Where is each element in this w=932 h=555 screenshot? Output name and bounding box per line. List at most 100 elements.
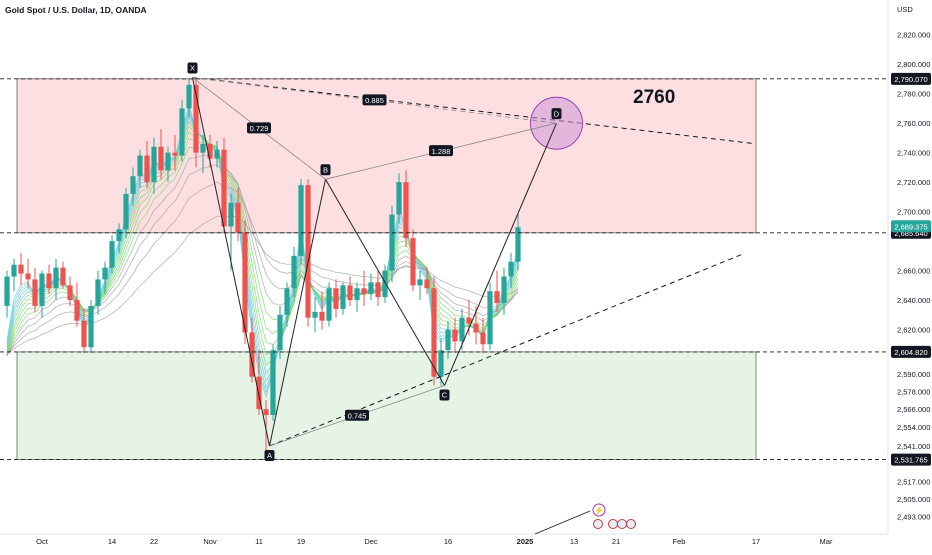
price-tick-label: 2,780.000	[897, 90, 930, 99]
price-level-tag-label: 2,531.765	[894, 456, 927, 465]
candle-body	[214, 149, 220, 159]
candle-body	[333, 288, 339, 309]
price-tick-label: 2,554.000	[897, 423, 930, 432]
time-axis[interactable]: Oct 14 22 Nov 11 19 Dec 16 2025 13 21 Feb 17 Mar	[36, 537, 833, 546]
time-tick-label: Mar	[820, 537, 833, 546]
candle-body	[277, 314, 283, 351]
pattern-leg	[444, 122, 557, 386]
candle-body	[473, 323, 479, 333]
us-event-flag-icon[interactable]	[593, 519, 603, 529]
candle-body	[18, 264, 24, 274]
candle-body	[186, 84, 192, 109]
pivot-badge	[320, 164, 331, 176]
candle-body	[382, 270, 388, 298]
candle-body	[60, 267, 66, 286]
candle-body	[368, 282, 374, 295]
labels-layer: 0.729 0.885 1.288 0.745 X A B C D	[187, 62, 562, 461]
candle-body	[179, 108, 185, 156]
candle-body	[256, 376, 262, 410]
candle-body	[270, 350, 276, 416]
price-axis[interactable]: 2,820.000 2,800.000 2,780.000 2,760.000 2,74…	[891, 31, 931, 522]
time-tick-label: 17	[752, 537, 760, 546]
candle-body	[396, 182, 402, 215]
candle-body	[319, 311, 325, 321]
candle-body	[25, 273, 31, 280]
candle-body	[207, 143, 213, 159]
candle-body	[11, 264, 17, 277]
us-event-flag-icon[interactable]	[617, 519, 627, 529]
candle-body	[403, 182, 409, 239]
candle-body	[109, 241, 115, 268]
time-tick-label: 2025	[517, 537, 534, 546]
ratio-label: 1.288	[432, 147, 451, 156]
time-tick-label: 16	[444, 537, 452, 546]
price-tick-label: 2,820.000	[897, 31, 930, 40]
pivot-badge	[187, 62, 198, 74]
candle-body	[249, 332, 255, 377]
price-tick-label: 2,578.000	[897, 387, 930, 396]
candle-body	[389, 214, 395, 271]
candle-body	[424, 279, 430, 289]
pattern-leg	[325, 178, 445, 386]
price-level-tag	[891, 345, 931, 358]
candle-body	[228, 202, 234, 227]
candle-body	[165, 152, 171, 171]
price-tick-label: 2,740.000	[897, 149, 930, 158]
candle-body	[410, 238, 416, 286]
candle-body	[347, 285, 353, 301]
pivot-label: X	[190, 64, 195, 73]
candle-body	[116, 229, 122, 242]
candle-body	[375, 282, 381, 298]
candle-body	[137, 155, 143, 177]
lightning-event-glyph: ⚡	[594, 505, 604, 515]
candle-body	[74, 300, 80, 321]
time-tick-label: 21	[612, 537, 620, 546]
price-tick-label: 2,493.000	[897, 513, 930, 522]
pattern-leg	[269, 179, 326, 447]
ratio-badge	[429, 145, 453, 157]
price-level-tag-label: 2,790.070	[894, 75, 927, 84]
candle-body	[39, 273, 45, 306]
candle-body	[312, 311, 318, 318]
time-tick-label: 11	[255, 537, 263, 546]
us-event-flag-icon[interactable]	[608, 519, 618, 529]
candle-body	[130, 176, 136, 194]
time-tick-label: 14	[108, 537, 116, 546]
candle-body	[431, 288, 437, 377]
us-event-flag-icon[interactable]	[626, 519, 636, 529]
candle-body	[466, 317, 472, 324]
candle-body	[340, 285, 346, 309]
candle-body	[32, 279, 38, 306]
price-tick-label: 2,505.000	[897, 495, 930, 504]
event-markers[interactable]: ⚡	[534, 503, 636, 535]
price-tick-label: 2,541.000	[897, 442, 930, 451]
pivot-badge	[264, 449, 275, 461]
price-level-tag	[891, 453, 931, 466]
price-tick-label: 2,640.000	[897, 296, 930, 305]
time-tick-label: Dec	[364, 537, 378, 546]
pivot-label: B	[323, 165, 328, 174]
price-level-tag	[891, 72, 931, 85]
time-tick-label: Nov	[203, 537, 217, 546]
candle-body	[445, 329, 451, 351]
lightning-event-icon[interactable]	[592, 503, 606, 517]
pivot-label: C	[442, 391, 448, 400]
event-connector-line	[534, 510, 591, 535]
candle-body	[417, 279, 423, 286]
time-tick-label: 22	[150, 537, 158, 546]
candle-body	[67, 285, 73, 301]
ratio-label: 0.885	[365, 96, 384, 105]
candle-body	[235, 202, 241, 233]
candle-body	[242, 232, 248, 333]
candle-body	[123, 193, 129, 230]
price-tick-label: 2,700.000	[897, 208, 930, 217]
candle-body	[158, 146, 164, 171]
time-tick-label: 19	[297, 537, 305, 546]
candle-body	[53, 267, 59, 289]
candle-body	[515, 227, 521, 262]
ratio-badge	[362, 94, 387, 106]
candle-body	[172, 152, 178, 156]
